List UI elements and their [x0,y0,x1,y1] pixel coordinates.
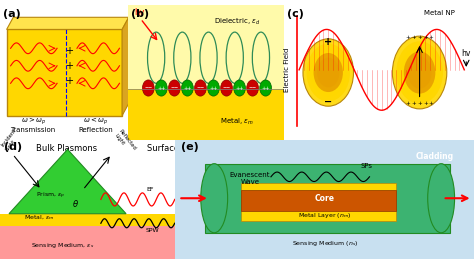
Ellipse shape [260,80,272,96]
Polygon shape [7,17,129,30]
Text: ++: ++ [236,85,244,90]
Text: +: + [417,101,422,106]
FancyBboxPatch shape [128,89,284,140]
FancyBboxPatch shape [241,183,396,221]
Text: ++: ++ [210,85,218,90]
Text: Reflection: Reflection [78,127,113,133]
Text: +: + [324,37,332,47]
Ellipse shape [314,53,343,92]
Text: +: + [406,35,410,40]
Ellipse shape [321,62,336,83]
Text: +: + [65,46,73,56]
Ellipse shape [307,44,350,102]
Ellipse shape [195,80,206,96]
Ellipse shape [208,80,219,96]
Text: SPs: SPs [361,163,373,169]
Text: Incident
Light: Incident Light [0,128,22,152]
Ellipse shape [155,80,167,96]
Text: (e): (e) [182,142,199,152]
Text: +: + [411,101,416,106]
Ellipse shape [317,58,339,87]
Text: Metal Layer $(n_m)$: Metal Layer $(n_m)$ [298,211,351,220]
Polygon shape [9,149,126,214]
Text: +: + [65,61,73,71]
Text: Metal, $\varepsilon_m$: Metal, $\varepsilon_m$ [24,213,55,222]
Text: $\omega < \omega_p$: $\omega < \omega_p$ [83,115,108,127]
Ellipse shape [234,80,246,96]
Ellipse shape [310,48,346,97]
Text: Cladding: Cladding [416,152,454,161]
Ellipse shape [400,46,439,99]
Text: Metal, $\varepsilon_m$: Metal, $\varepsilon_m$ [220,117,255,127]
Polygon shape [122,17,129,116]
Ellipse shape [143,80,154,96]
Text: EF: EF [146,187,154,192]
FancyBboxPatch shape [7,30,122,116]
Text: −−: −− [196,85,205,90]
Text: +: + [423,101,428,106]
Ellipse shape [411,62,428,83]
Ellipse shape [408,56,431,89]
Ellipse shape [201,164,228,233]
Text: Transmission: Transmission [10,127,56,133]
Text: +: + [423,35,428,40]
Ellipse shape [247,80,258,96]
Text: +: + [429,101,434,106]
Text: +: + [429,35,434,40]
FancyBboxPatch shape [205,164,450,233]
FancyBboxPatch shape [128,5,284,140]
FancyBboxPatch shape [0,214,180,226]
Text: $\theta$: $\theta$ [72,198,79,208]
Text: +: + [417,35,422,40]
Text: ++: ++ [183,85,191,90]
Text: Reflected
Light: Reflected Light [113,129,137,155]
Text: Bulk Plasmons: Bulk Plasmons [36,144,97,153]
Text: Prism, $\varepsilon_p$: Prism, $\varepsilon_p$ [36,191,65,201]
Ellipse shape [396,41,443,104]
Text: Evanescent
Wave: Evanescent Wave [230,172,270,185]
Text: −−: −− [144,85,153,90]
Text: ++: ++ [157,85,165,90]
Text: +: + [411,35,416,40]
Text: ++: ++ [262,85,270,90]
Text: Sensing Medium, $\varepsilon_s$: Sensing Medium, $\varepsilon_s$ [31,241,95,250]
Text: (a): (a) [3,9,20,19]
Text: Metal NP: Metal NP [424,10,455,16]
Ellipse shape [182,80,193,96]
Text: (d): (d) [4,142,22,152]
Text: (b): (b) [131,9,149,19]
Text: −−: −− [170,85,179,90]
Text: −: − [324,97,332,107]
Text: $\omega > \omega_p$: $\omega > \omega_p$ [20,115,46,127]
FancyBboxPatch shape [175,140,474,259]
Ellipse shape [221,80,232,96]
Text: Electric Field: Electric Field [284,48,291,92]
Text: (c): (c) [287,9,304,19]
Text: +: + [406,101,410,106]
Text: Core: Core [315,194,335,203]
Text: −−: −− [248,85,257,90]
Text: Localized Surface Plasmons: Localized Surface Plasmons [319,144,435,153]
Text: hv: hv [134,8,145,17]
Ellipse shape [169,80,180,96]
Text: SPW: SPW [146,228,160,233]
Text: +: + [65,76,73,86]
Text: Sensing Medium $(n_s)$: Sensing Medium $(n_s)$ [292,239,358,248]
Text: Dielectric, $\varepsilon_d$: Dielectric, $\varepsilon_d$ [214,17,261,27]
FancyBboxPatch shape [241,190,396,211]
Text: −−: −− [222,85,231,90]
Text: Surface Plasmons Polaritons: Surface Plasmons Polaritons [147,144,265,153]
Ellipse shape [303,39,354,106]
Text: hv: hv [462,49,471,58]
Ellipse shape [392,36,447,109]
Ellipse shape [404,52,435,93]
FancyBboxPatch shape [0,226,180,259]
Ellipse shape [428,164,455,233]
